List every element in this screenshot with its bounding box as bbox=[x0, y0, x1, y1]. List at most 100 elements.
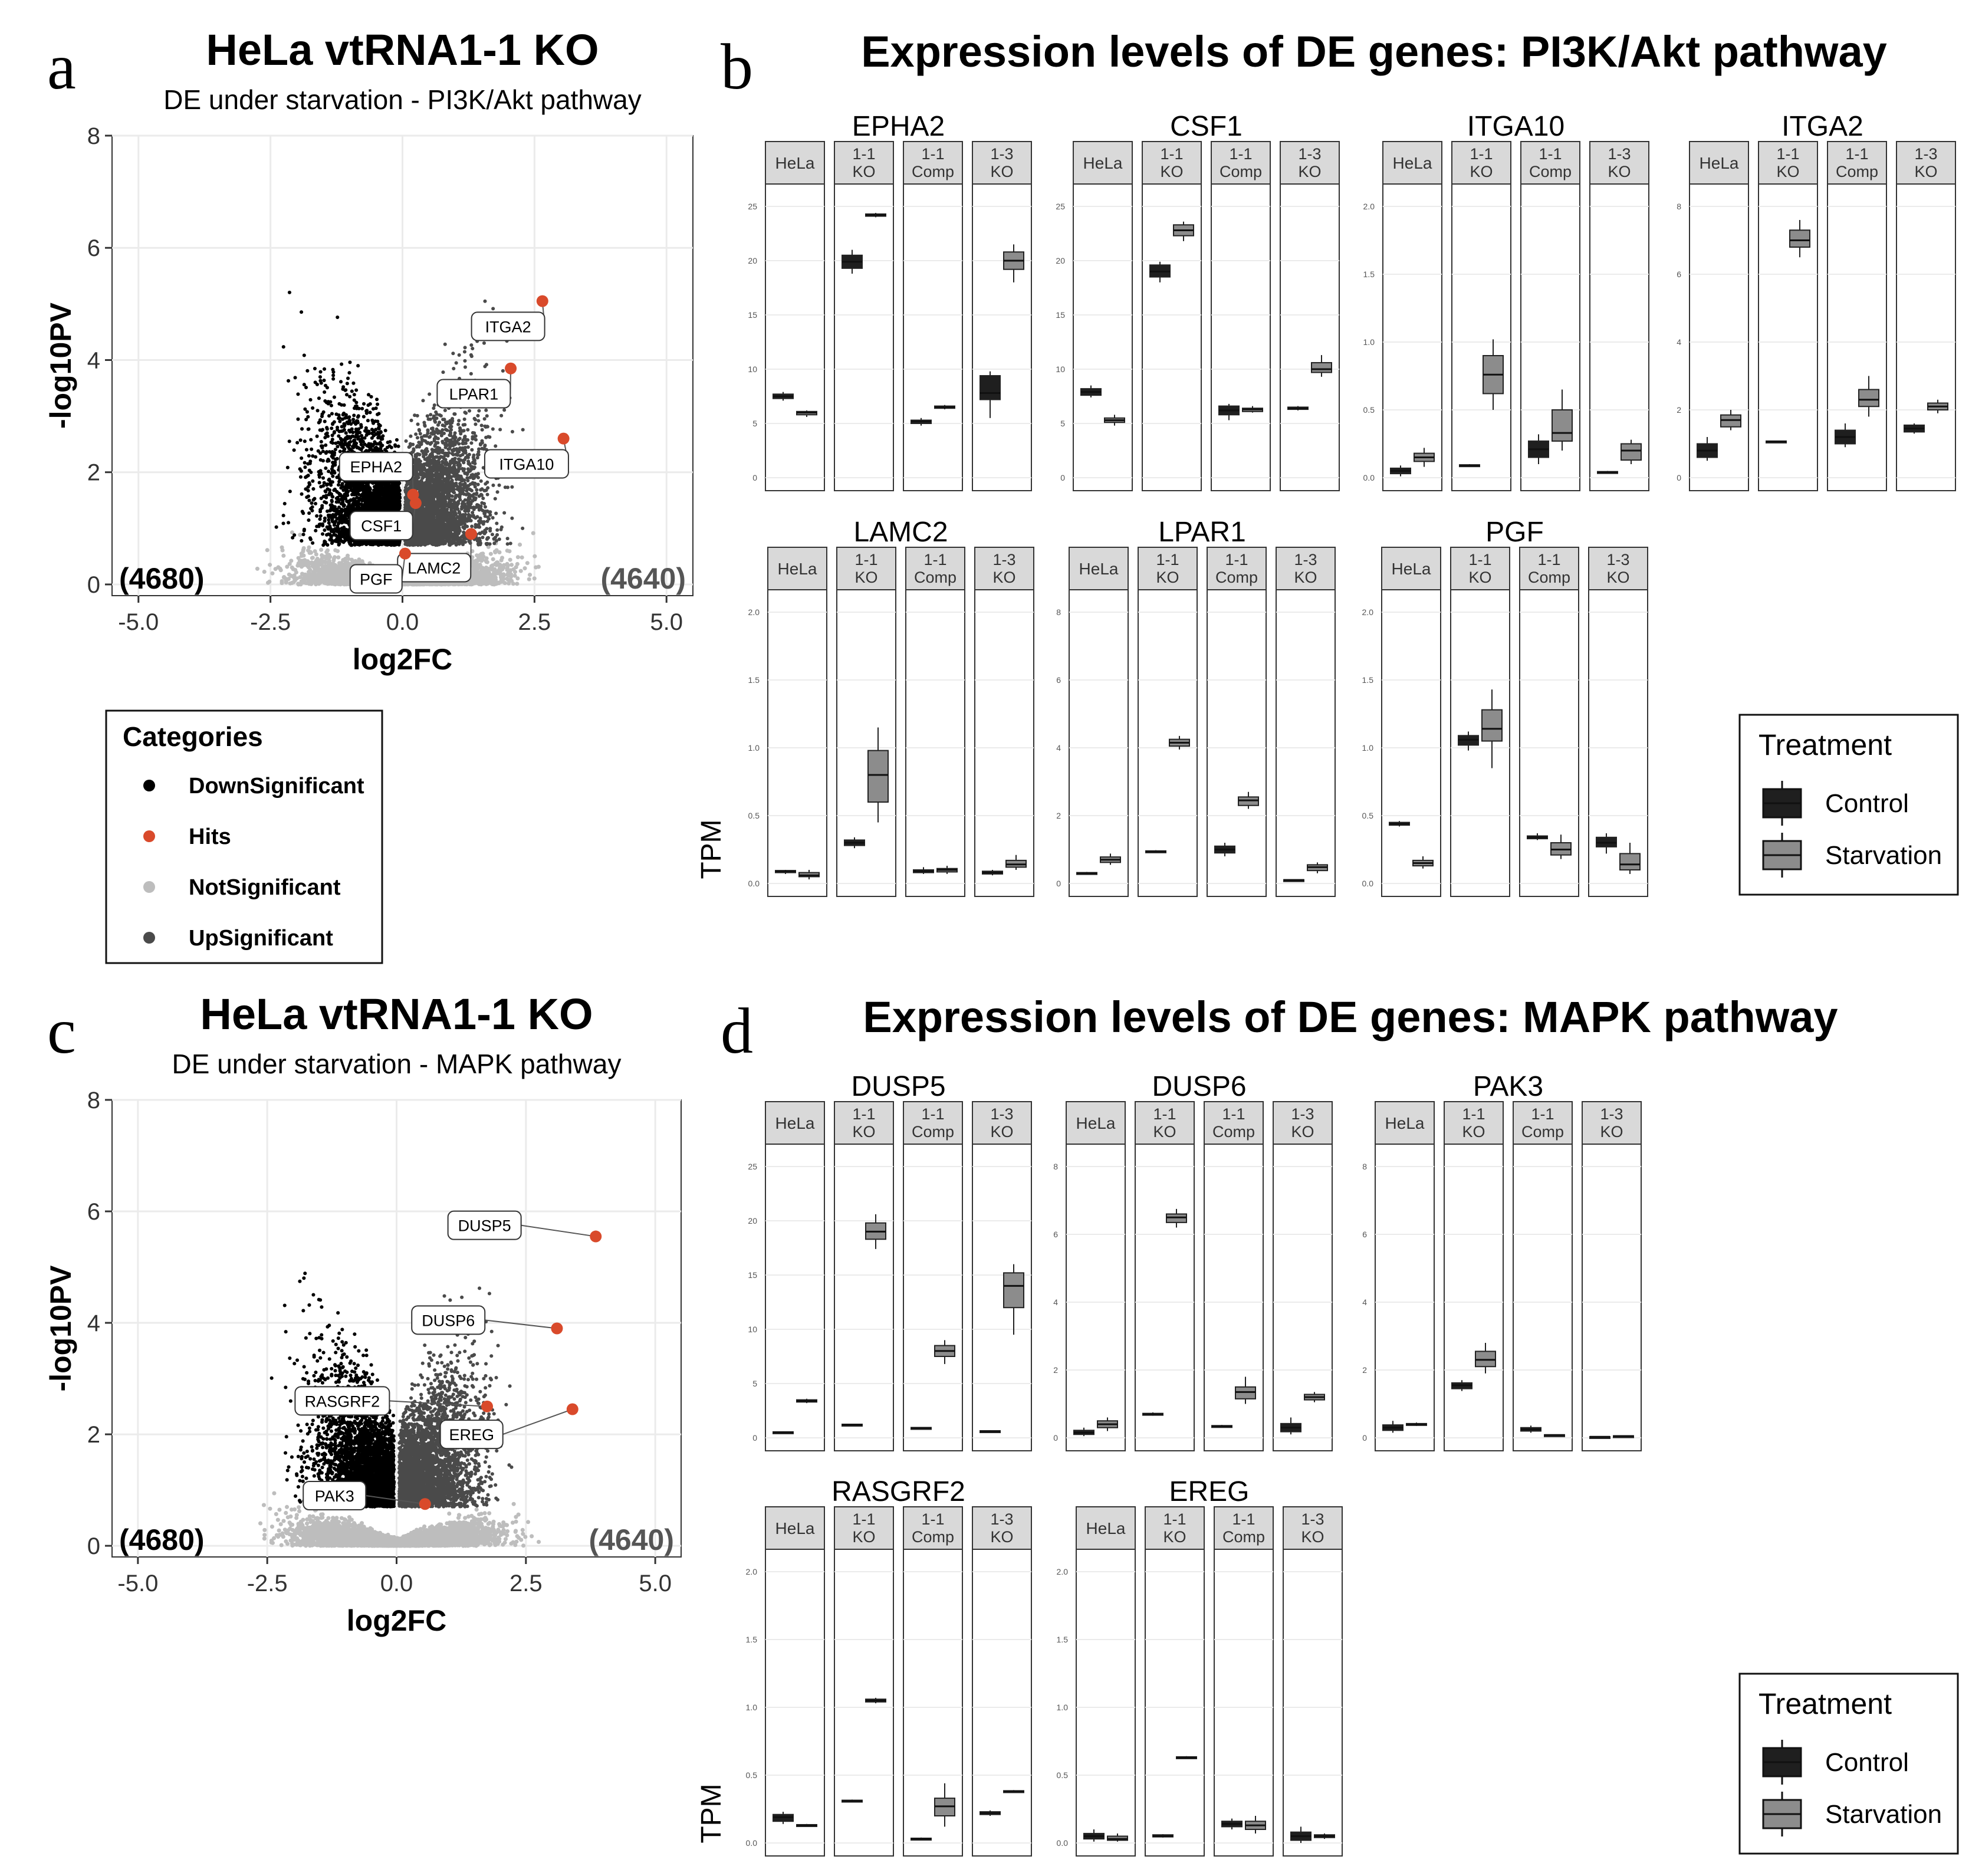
box-starvation bbox=[1176, 1756, 1197, 1759]
facet-panel bbox=[903, 183, 963, 491]
facet-strip bbox=[836, 547, 896, 590]
legend-swatch bbox=[143, 881, 155, 893]
legend-swatch bbox=[143, 780, 155, 791]
y-tick-label: 8 bbox=[1056, 607, 1061, 617]
box-starvation bbox=[1173, 221, 1194, 241]
gene-facet-itga2: ITGA2 0 2 4 6 8 HeLa 1-1 KO 1-1 Comp 1-3 KO bbox=[1677, 111, 1956, 491]
facet-panel bbox=[1382, 183, 1442, 491]
volcano-ytick-label: 4 bbox=[87, 1310, 100, 1336]
hit-lamc2: LAMC2 bbox=[397, 528, 477, 583]
facet-strip-label: HeLa bbox=[1393, 154, 1432, 172]
facet-strip bbox=[765, 1506, 825, 1550]
box-control bbox=[982, 870, 1003, 876]
volcano-ytick-label: 6 bbox=[87, 235, 100, 261]
facet-panel bbox=[834, 183, 894, 491]
volcano-ylabel: -log10PV bbox=[44, 302, 77, 429]
facet-strip bbox=[1135, 1101, 1195, 1145]
facet-strip-label: HeLa bbox=[1086, 1519, 1126, 1537]
facet-strip bbox=[1211, 141, 1271, 185]
legend-swatch bbox=[143, 932, 155, 944]
box-control bbox=[1458, 731, 1479, 751]
facet-strip-label: 1-1 KO bbox=[1468, 551, 1491, 586]
facet-strip-label: 1-1 Comp bbox=[912, 145, 954, 180]
hit-dusp6: DUSP6 bbox=[411, 1305, 563, 1335]
box-starvation bbox=[1720, 410, 1741, 431]
facet-strip-label: 1-3 KO bbox=[992, 551, 1015, 586]
gene-title: EPHA2 bbox=[852, 111, 945, 142]
facet-strip-label: HeLa bbox=[1700, 154, 1739, 172]
box-control bbox=[1283, 879, 1304, 882]
facet-strip-label: 1-3 KO bbox=[1294, 551, 1317, 586]
y-tick-label: 1.5 bbox=[1057, 1635, 1069, 1644]
gene-facet-rasgrf2: RASGRF2 0.0 0.5 1.0 1.5 2.0 HeLa 1-1 KO 1-1 Comp 1-… bbox=[746, 1476, 1032, 1857]
facet-strip bbox=[972, 1506, 1032, 1550]
y-tick-label: 2.0 bbox=[748, 607, 760, 617]
facet-panel bbox=[765, 1144, 825, 1451]
panel-letter-a: a bbox=[47, 31, 76, 103]
box-control bbox=[773, 1812, 794, 1824]
y-tick-label: 1.0 bbox=[748, 743, 760, 753]
facet-strip-label: 1-1 Comp bbox=[1836, 145, 1878, 180]
gene-facet-pgf: PGF 0.0 0.5 1.0 1.5 2.0 HeLa 1-1 KO 1-1 Comp 1-3 KO bbox=[1362, 517, 1648, 897]
facet-panel bbox=[1204, 1144, 1264, 1451]
facet-strip-label: 1-1 Comp bbox=[1220, 145, 1262, 180]
facet-panel bbox=[765, 183, 825, 491]
box-starvation bbox=[1005, 855, 1027, 870]
treatment-legends: Treatment Control Starvation Treatment Contr… bbox=[1738, 714, 1959, 1855]
box-starvation bbox=[1858, 376, 1879, 417]
facet-strip bbox=[1283, 1506, 1343, 1550]
facet-panel bbox=[1273, 1144, 1333, 1451]
volcano-xtick-label: 5.0 bbox=[639, 1571, 672, 1596]
y-tick-label: 1.0 bbox=[1057, 1703, 1069, 1712]
box-starvation bbox=[865, 1214, 886, 1249]
hit-label: DUSP6 bbox=[422, 1312, 475, 1329]
facet-panel bbox=[1827, 183, 1887, 491]
panel-letter-c: c bbox=[47, 995, 76, 1067]
y-tick-label: 0 bbox=[752, 1433, 757, 1443]
box-starvation bbox=[1003, 244, 1024, 282]
box-control bbox=[1218, 403, 1240, 420]
y-tick-label: 4 bbox=[1056, 743, 1061, 753]
tpm-ylabel: TPM bbox=[696, 819, 727, 879]
box-starvation bbox=[1621, 439, 1642, 464]
box-starvation bbox=[1483, 339, 1504, 410]
panel-letter-d: d bbox=[721, 995, 753, 1067]
box-starvation bbox=[1100, 853, 1121, 865]
y-tick-label: 6 bbox=[1677, 270, 1681, 279]
hit-point bbox=[481, 1400, 494, 1412]
facet-panel bbox=[1276, 589, 1336, 897]
box-starvation bbox=[1166, 1208, 1187, 1228]
box-starvation bbox=[1304, 1392, 1325, 1402]
box-starvation bbox=[934, 405, 955, 410]
box-control bbox=[773, 392, 794, 401]
facet-strip-label: 1-1 KO bbox=[854, 551, 877, 586]
facet-strip bbox=[903, 141, 963, 185]
facet-strip-label: 1-1 Comp bbox=[912, 1105, 954, 1141]
hit-point bbox=[409, 497, 422, 510]
facet-strip-label: 1-3 KO bbox=[1301, 1510, 1324, 1546]
hit-itga10: ITGA10 bbox=[484, 432, 570, 479]
facet-strip bbox=[834, 141, 894, 185]
y-tick-label: 4 bbox=[1362, 1297, 1367, 1307]
facet-panel bbox=[1069, 589, 1129, 897]
box-starvation bbox=[796, 1824, 817, 1827]
box-starvation bbox=[1311, 355, 1332, 377]
hit-dusp5: DUSP5 bbox=[447, 1210, 602, 1243]
facet-strip-label: HeLa bbox=[775, 1114, 815, 1132]
y-tick-label: 2.0 bbox=[746, 1567, 758, 1576]
box-control bbox=[1451, 1380, 1472, 1391]
y-tick-label: 8 bbox=[1677, 202, 1681, 211]
facet-panel bbox=[1214, 1549, 1274, 1857]
y-tick-label: 1.5 bbox=[746, 1635, 758, 1644]
box-starvation bbox=[1613, 1435, 1634, 1438]
volcano-ytick-label: 8 bbox=[87, 123, 100, 149]
box-control bbox=[1766, 440, 1787, 443]
hit-pgf: PGF bbox=[349, 547, 411, 594]
panel-b-title: Expression levels of DE genes: PI3K/Akt … bbox=[861, 27, 1887, 76]
y-tick-label: 0 bbox=[1053, 1433, 1058, 1443]
gene-title: DUSP6 bbox=[1152, 1071, 1246, 1102]
legend-item-label: Starvation bbox=[1825, 1800, 1942, 1829]
facet-strip bbox=[1589, 141, 1649, 185]
gene-title: LPAR1 bbox=[1158, 517, 1246, 548]
